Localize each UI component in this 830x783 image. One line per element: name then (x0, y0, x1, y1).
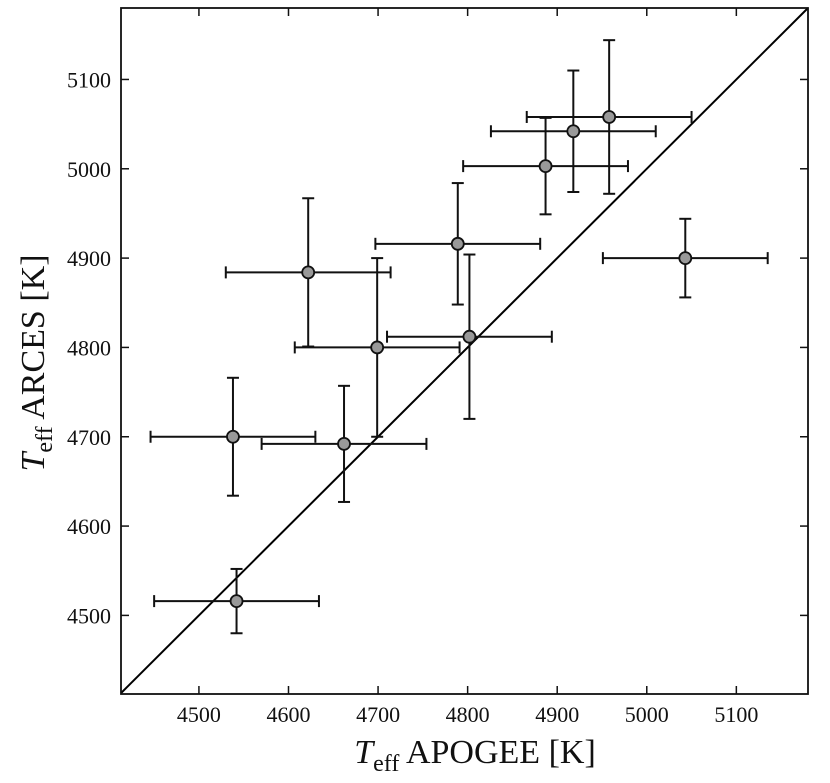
data-point-3 (337, 436, 351, 451)
one-to-one-line (120, 7, 809, 694)
plot-frame (120, 7, 809, 695)
x-tick-label-5000: 5000 (625, 702, 669, 727)
data-point-9 (566, 124, 581, 139)
reference-line-layer (120, 7, 809, 694)
x-axis-label: Teff APOGEE [K] (354, 734, 596, 777)
x-tick-label-4900: 4900 (535, 702, 579, 727)
x-tick-label-4600: 4600 (266, 702, 310, 727)
data-point-6 (462, 329, 477, 344)
y-tick-label-4800: 4800 (67, 335, 111, 360)
x-tick-label-4500: 4500 (177, 702, 221, 727)
data-point-2 (226, 429, 240, 444)
data-point-11 (678, 251, 693, 266)
axis-ticks: 4500 4600 4700 4800 4900 5000 5100 4500 4600 4700… (67, 8, 808, 727)
data-point-10 (602, 110, 617, 124)
y-tick-label-5100: 5100 (67, 67, 111, 92)
data-points (226, 110, 693, 609)
x-tick-label-5100: 5100 (714, 702, 758, 727)
x-tick-label-4800: 4800 (446, 702, 490, 727)
data-point-5 (370, 340, 385, 355)
data-point-8 (538, 159, 553, 174)
data-point-4 (301, 265, 316, 280)
y-tick-label-4500: 4500 (67, 603, 111, 628)
y-tick-label-4600: 4600 (67, 514, 111, 539)
y-tick-label-5000: 5000 (67, 157, 111, 182)
data-point-7 (450, 236, 465, 251)
y-tick-label-4700: 4700 (67, 425, 111, 450)
data-point-1 (229, 594, 244, 609)
y-axis-label: Teff ARCES [K] (15, 254, 58, 471)
y-tick-label-4900: 4900 (67, 246, 111, 271)
x-tick-label-4700: 4700 (356, 702, 400, 727)
